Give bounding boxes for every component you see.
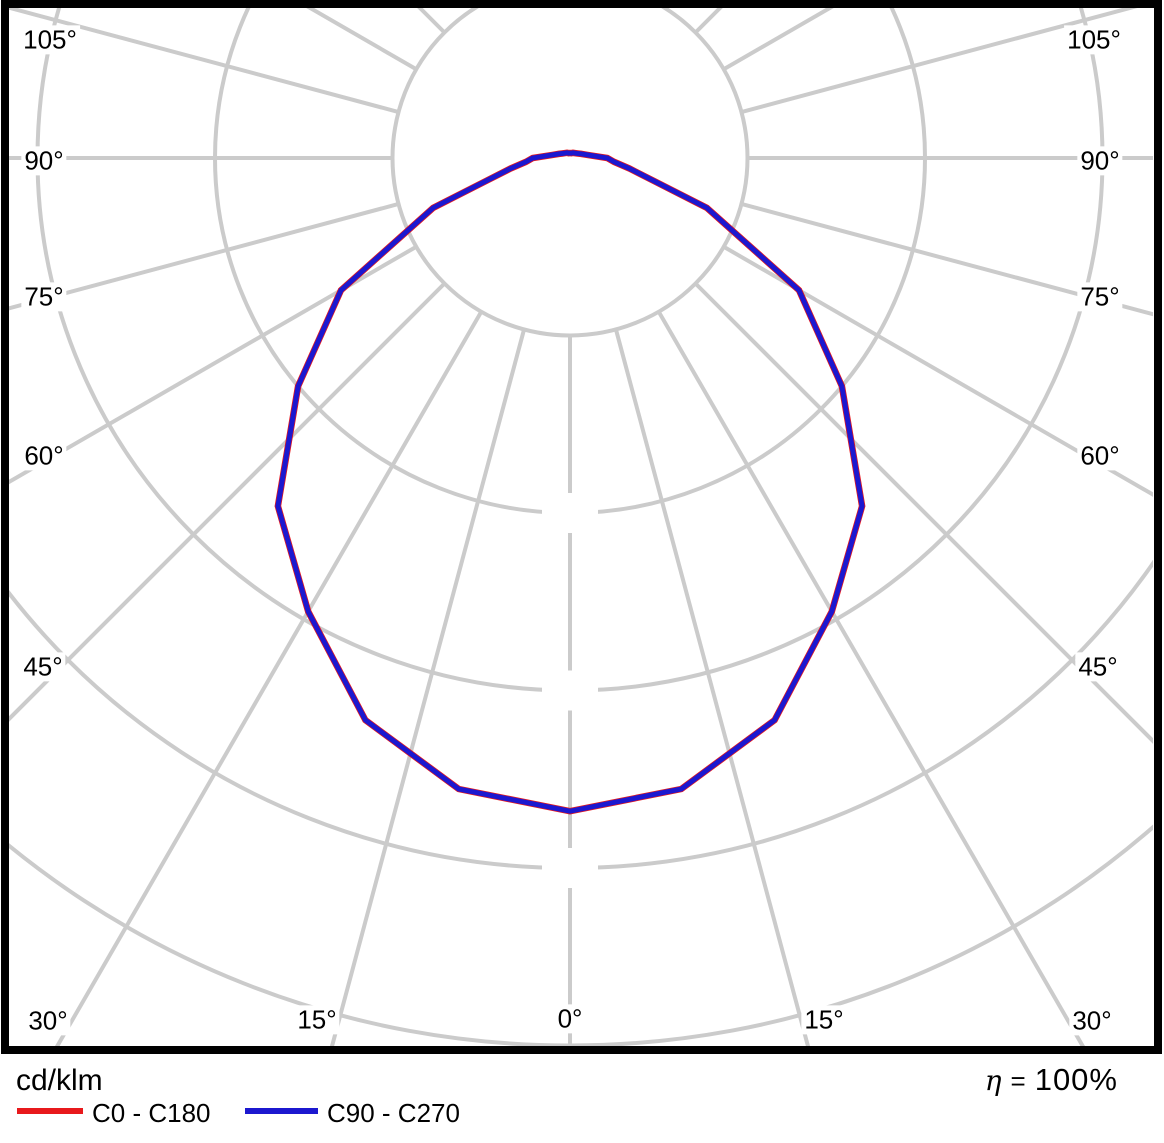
chart-frame [1, 0, 1162, 1054]
angle-tick-label: 30° [1069, 1006, 1115, 1036]
angle-tick-label: 60° [1077, 441, 1123, 471]
legend-label-c90-c270: C90 - C270 [327, 1098, 460, 1128]
grid-ray [740, 8, 1138, 114]
angle-tick-label: 15° [294, 1005, 340, 1035]
grid-ray [329, 328, 526, 1046]
grid-ring [390, 8, 750, 338]
grid-ray [9, 245, 418, 485]
angle-tick-label: 0° [554, 1004, 586, 1034]
curve-c90-c270 [275, 150, 865, 814]
scale-label-gap [542, 670, 598, 711]
angle-tick-label: 75° [21, 282, 67, 312]
angle-tick-label: 15° [801, 1005, 847, 1035]
angle-tick-label: 60° [21, 441, 67, 471]
legend-label-c0-c180: C0 - C180 [92, 1098, 211, 1128]
grid-ray [614, 328, 811, 1046]
grid-ray [9, 8, 400, 114]
scale-label-gap [542, 848, 598, 888]
angle-tick-label: 30° [25, 1006, 71, 1036]
angle-tick-label: 105° [20, 25, 80, 55]
eta-symbol: η [984, 1064, 1002, 1097]
grid-ray [55, 310, 483, 1046]
grid-ray [740, 202, 1153, 317]
angle-tick-label: 90° [1077, 146, 1123, 176]
grid-ring [9, 559, 1153, 870]
efficiency-label: η = 100% [985, 1062, 1118, 1098]
eta-equals-sign: = [1010, 1066, 1026, 1096]
grid-ray [9, 202, 400, 311]
scale-label-gap [542, 493, 598, 533]
angle-tick-label: 45° [1075, 652, 1121, 682]
legend-swatch-c90-c270 [245, 1108, 318, 1114]
grid-ray [722, 245, 1153, 497]
legend-swatch-c0-c180 [17, 1108, 83, 1114]
grid-ray [657, 310, 1085, 1046]
eta-value: 100% [1034, 1062, 1118, 1097]
angle-tick-label: 75° [1077, 282, 1123, 312]
angle-tick-label: 90° [21, 146, 67, 176]
angle-tick-label: 105° [1064, 25, 1124, 55]
angle-tick-label: 45° [20, 652, 66, 682]
units-label: cd/klm [16, 1064, 103, 1097]
